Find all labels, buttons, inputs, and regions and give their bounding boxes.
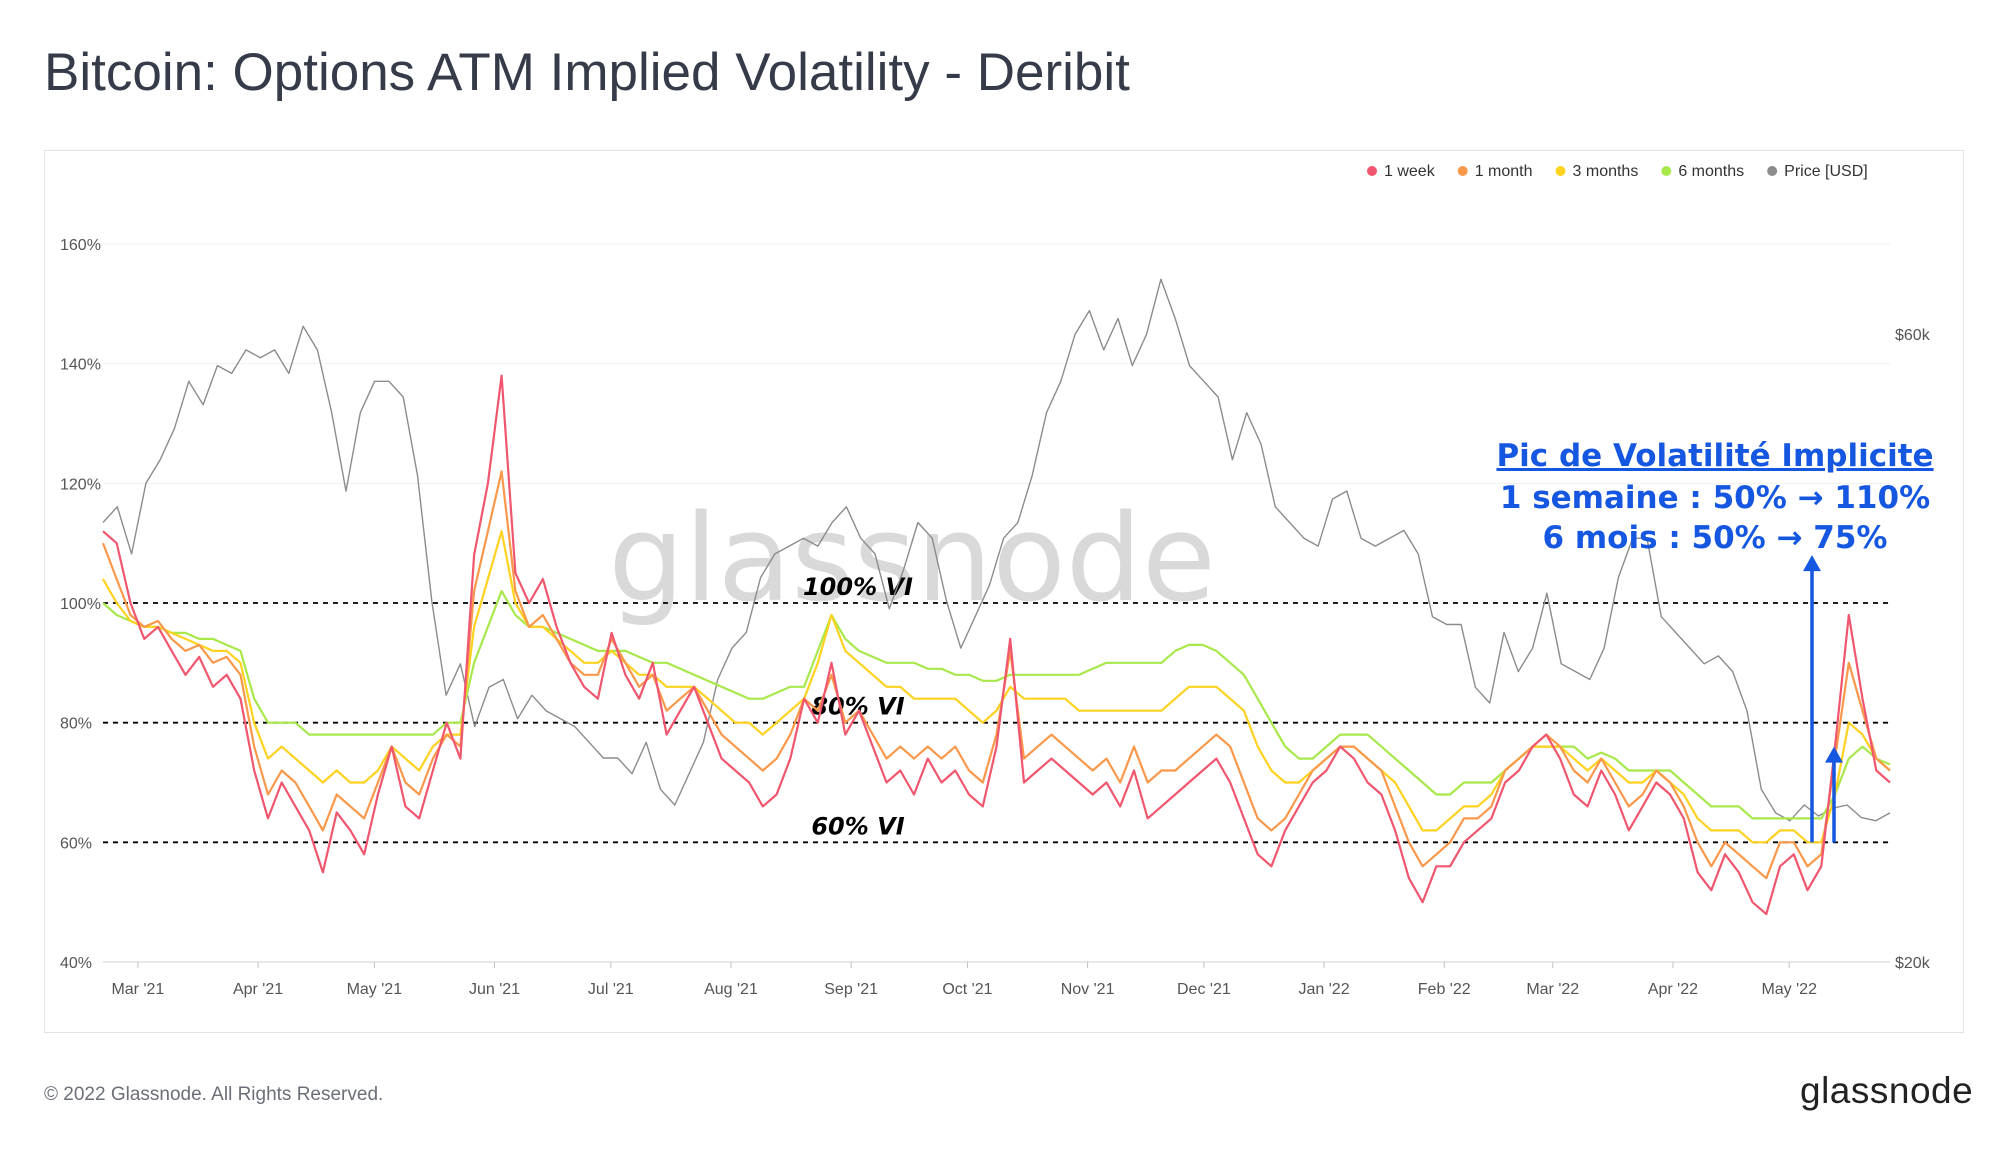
x-tick-label: Jan '22 — [1299, 981, 1350, 998]
legend-label-2: 3 months — [1573, 163, 1639, 180]
reference-line-label: 60% VI — [811, 812, 904, 840]
y-axis-left: 40% 60% 80% 100% 120% 140% 160% — [60, 237, 101, 972]
x-tick-label: Feb '22 — [1418, 981, 1471, 998]
series-line-1 — [101, 470, 1891, 880]
glassnode-logo: glassnode — [1800, 1070, 1974, 1111]
reference-lines: 100% VI 80% VI 60% VI — [103, 573, 1890, 844]
x-tick-label: May '21 — [347, 981, 403, 998]
legend: 1 week 1 month 3 months 6 months Price [USD] — [1367, 163, 1868, 180]
page-title: Bitcoin: Options ATM Implied Volatility … — [44, 43, 1130, 102]
series-line-0 — [102, 374, 1891, 916]
annotation-arrows — [1803, 555, 1843, 843]
legend-swatch-3 — [1661, 166, 1672, 176]
series-lines — [101, 278, 1891, 916]
arrow-head-0 — [1803, 555, 1821, 572]
annotation-line-1: 1 semaine : 50% → 110% — [1499, 480, 1931, 516]
x-tick-label: Apr '22 — [1648, 981, 1698, 998]
annotation-title: Pic de Volatilité Implicite — [1496, 438, 1934, 474]
y-axis-right: $20k $60k — [1895, 327, 1931, 972]
x-tick-label: Mar '22 — [1526, 981, 1579, 998]
x-tick-label: Dec '21 — [1177, 981, 1231, 998]
legend-label-0: 1 week — [1384, 163, 1436, 180]
y-tick-label: 60% — [60, 835, 92, 852]
x-tick-label: Jul '21 — [588, 981, 634, 998]
y-tick-label: 160% — [60, 237, 101, 254]
y-tick-label: 120% — [60, 476, 101, 493]
x-tick-label: Oct '21 — [942, 981, 992, 998]
x-tick-label: May '22 — [1761, 981, 1817, 998]
y-right-tick-label: $60k — [1895, 327, 1931, 344]
legend-swatch-4 — [1767, 166, 1778, 176]
copyright: © 2022 Glassnode. All Rights Reserved. — [44, 1084, 384, 1105]
legend-swatch-2 — [1555, 166, 1566, 176]
x-tick-label: Jun '21 — [469, 981, 520, 998]
series-line-2 — [102, 530, 1891, 844]
legend-label-1: 1 month — [1475, 163, 1533, 180]
y-right-tick-label: $20k — [1895, 955, 1931, 972]
reference-line-label: 100% VI — [803, 573, 913, 601]
legend-label-3: 6 months — [1678, 163, 1744, 180]
x-tick-label: Nov '21 — [1061, 981, 1115, 998]
legend-label-4: Price [USD] — [1784, 163, 1868, 180]
y-tick-label: 40% — [60, 955, 92, 972]
watermark: glassnode — [608, 490, 1216, 629]
x-tick-label: Sep '21 — [824, 981, 878, 998]
y-tick-label: 80% — [60, 716, 92, 733]
annotation-line-2: 6 mois : 50% → 75% — [1542, 520, 1888, 556]
series-line-3 — [102, 589, 1891, 820]
series-line-4 — [102, 278, 1891, 822]
y-tick-label: 140% — [60, 357, 101, 374]
chart-frame — [44, 150, 1964, 1033]
x-axis: Mar '21 Apr '21 May '21 Jun '21 Jul '21 Aug '… — [103, 961, 1890, 998]
y-tick-label: 100% — [60, 596, 101, 613]
legend-swatch-0 — [1367, 166, 1377, 176]
reference-line-label: 80% VI — [811, 693, 904, 721]
legend-swatch-1 — [1457, 166, 1468, 176]
x-tick-label: Apr '21 — [233, 981, 283, 998]
arrow-head-1 — [1825, 746, 1843, 763]
x-tick-label: Mar '21 — [111, 981, 164, 998]
x-tick-label: Aug '21 — [704, 981, 758, 998]
